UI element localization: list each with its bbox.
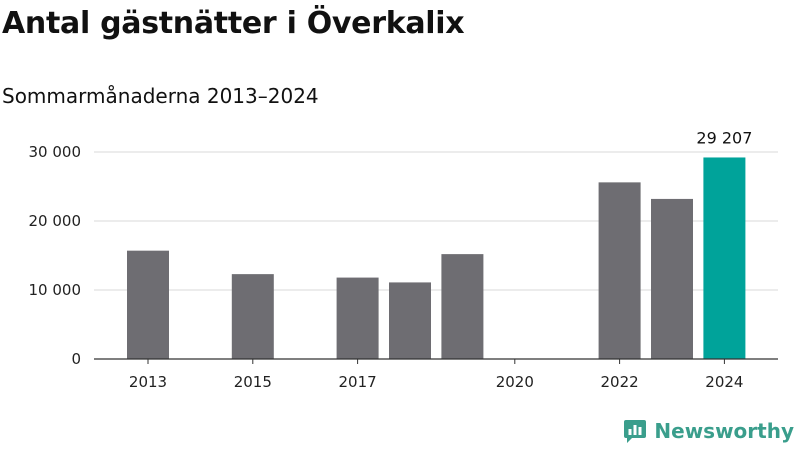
newsworthy-logo-text: Newsworthy (654, 419, 794, 443)
x-tick-label: 2013 (129, 373, 167, 391)
chart-title: Antal gästnätter i Överkalix (2, 6, 465, 41)
x-tick-label: 2020 (496, 373, 534, 391)
data-label: 29 207 (696, 128, 752, 147)
chart-subtitle: Sommarmånaderna 2013–2024 (2, 84, 319, 108)
bar (598, 182, 641, 359)
bar (389, 282, 431, 359)
bar (336, 277, 379, 359)
x-tick-label: 2024 (705, 373, 743, 391)
bar (703, 157, 746, 359)
y-tick-label: 0 (71, 350, 81, 368)
x-tick-label: 2022 (601, 373, 639, 391)
y-tick-label: 20 000 (29, 212, 82, 230)
bar (441, 254, 484, 359)
bar (651, 198, 693, 359)
newsworthy-logo-icon (624, 420, 647, 443)
x-tick-label: 2015 (234, 373, 272, 391)
bar (231, 274, 274, 359)
y-tick-label: 10 000 (29, 281, 82, 299)
x-tick-label: 2017 (339, 373, 377, 391)
bar (127, 250, 169, 359)
newsworthy-logo: Newsworthy (622, 418, 794, 444)
y-tick-label: 30 000 (29, 143, 82, 161)
